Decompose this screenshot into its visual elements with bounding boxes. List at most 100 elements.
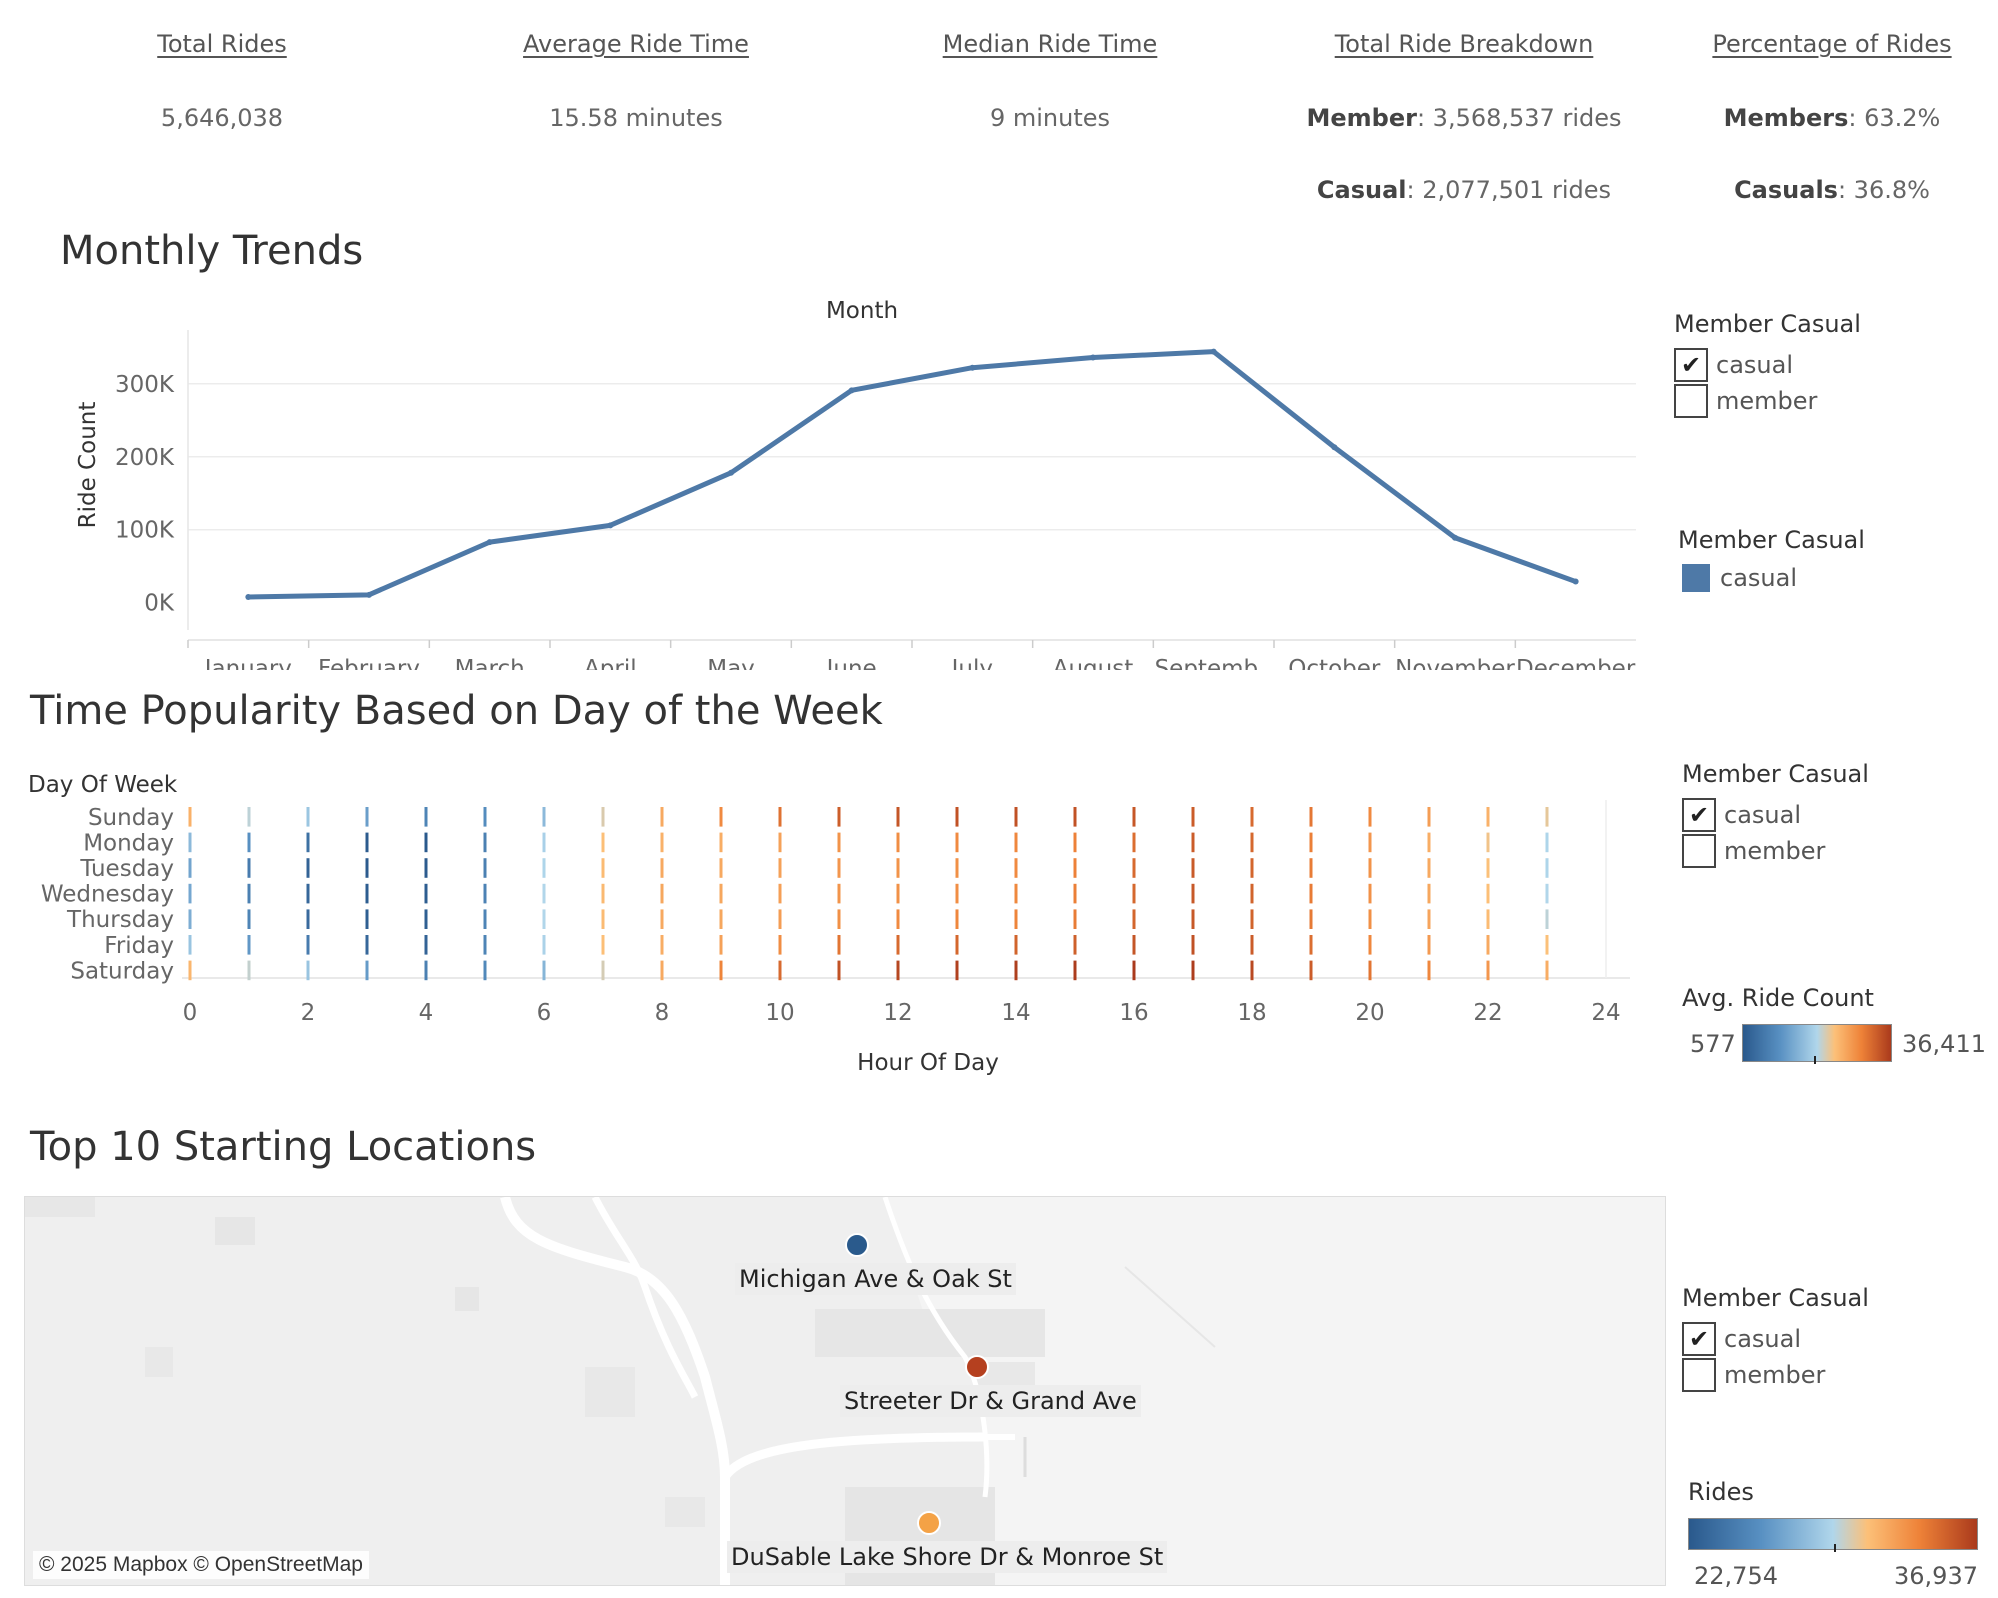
hour-mark[interactable] <box>778 883 782 904</box>
hour-mark[interactable] <box>188 960 192 981</box>
data-point[interactable] <box>848 387 855 394</box>
checkbox[interactable] <box>1682 1358 1716 1392</box>
hour-mark[interactable] <box>365 807 369 827</box>
hour-mark[interactable] <box>424 832 428 853</box>
hour-mark[interactable] <box>1427 909 1431 929</box>
filter-option-casual[interactable]: ✔ casual <box>1674 348 1793 382</box>
hour-mark[interactable] <box>1014 960 1018 981</box>
hour-mark[interactable] <box>1014 935 1018 955</box>
hour-mark[interactable] <box>1191 832 1195 853</box>
hour-mark[interactable] <box>896 807 900 827</box>
hour-mark[interactable] <box>1545 807 1549 827</box>
hour-mark[interactable] <box>1073 807 1077 827</box>
hour-mark[interactable] <box>306 858 310 878</box>
hour-mark[interactable] <box>247 807 251 827</box>
hour-mark[interactable] <box>778 935 782 955</box>
hour-mark[interactable] <box>483 807 487 827</box>
hour-mark[interactable] <box>660 807 664 827</box>
hour-mark[interactable] <box>1250 909 1254 929</box>
hour-mark[interactable] <box>424 935 428 955</box>
hour-mark[interactable] <box>1427 858 1431 878</box>
hour-mark[interactable] <box>483 832 487 853</box>
hour-mark[interactable] <box>1073 935 1077 955</box>
data-point[interactable] <box>486 539 493 546</box>
filter-option-casual[interactable]: ✔ casual <box>1682 798 1801 832</box>
hour-mark[interactable] <box>188 858 192 878</box>
hour-mark[interactable] <box>306 960 310 981</box>
hour-mark[interactable] <box>1191 858 1195 878</box>
hour-mark[interactable] <box>188 909 192 929</box>
hour-mark[interactable] <box>542 858 546 878</box>
hour-mark[interactable] <box>365 909 369 929</box>
hour-mark[interactable] <box>1368 909 1372 929</box>
hour-mark[interactable] <box>247 832 251 853</box>
hour-mark[interactable] <box>1073 960 1077 981</box>
hour-mark[interactable] <box>1368 883 1372 904</box>
map-attribution[interactable]: © 2025 Mapbox © OpenStreetMap <box>33 1551 369 1579</box>
hour-mark[interactable] <box>1014 832 1018 853</box>
checkbox[interactable] <box>1682 834 1716 868</box>
hour-mark[interactable] <box>1073 909 1077 929</box>
hour-mark[interactable] <box>188 832 192 853</box>
data-point[interactable] <box>1452 534 1458 541</box>
hour-mark[interactable] <box>188 883 192 904</box>
hour-mark[interactable] <box>306 807 310 827</box>
hour-mark[interactable] <box>778 909 782 929</box>
data-point[interactable] <box>245 594 252 601</box>
hour-mark[interactable] <box>896 883 900 904</box>
filter-option-member[interactable]: member <box>1682 1358 1825 1392</box>
hour-mark[interactable] <box>188 935 192 955</box>
hour-mark[interactable] <box>955 858 959 878</box>
data-point[interactable] <box>1331 444 1338 451</box>
hour-mark[interactable] <box>1309 807 1313 827</box>
hour-mark[interactable] <box>719 883 723 904</box>
hour-mark[interactable] <box>306 832 310 853</box>
location-marker[interactable] <box>917 1511 941 1535</box>
hour-mark[interactable] <box>424 909 428 929</box>
hour-mark[interactable] <box>483 909 487 929</box>
checkbox[interactable] <box>1674 384 1708 418</box>
hour-mark[interactable] <box>1191 909 1195 929</box>
hour-mark[interactable] <box>896 909 900 929</box>
hour-mark[interactable] <box>542 909 546 929</box>
hour-mark[interactable] <box>542 807 546 827</box>
hour-mark[interactable] <box>247 909 251 929</box>
hour-mark[interactable] <box>601 935 605 955</box>
hour-mark[interactable] <box>660 960 664 981</box>
hour-mark[interactable] <box>1250 807 1254 827</box>
hour-mark[interactable] <box>306 935 310 955</box>
hour-mark[interactable] <box>837 807 841 827</box>
hour-mark[interactable] <box>1427 832 1431 853</box>
hour-mark[interactable] <box>483 935 487 955</box>
hour-mark[interactable] <box>660 909 664 929</box>
hour-mark[interactable] <box>1427 883 1431 904</box>
hour-mark[interactable] <box>1486 807 1490 827</box>
hour-mark[interactable] <box>955 807 959 827</box>
hour-mark[interactable] <box>660 883 664 904</box>
hour-mark[interactable] <box>837 909 841 929</box>
data-point[interactable] <box>728 469 734 476</box>
hour-mark[interactable] <box>1309 832 1313 853</box>
hour-mark[interactable] <box>1014 858 1018 878</box>
hour-mark[interactable] <box>660 858 664 878</box>
hour-mark[interactable] <box>778 960 782 981</box>
hour-mark[interactable] <box>365 960 369 981</box>
data-point[interactable] <box>1210 348 1217 355</box>
hour-mark[interactable] <box>1427 935 1431 955</box>
hour-mark[interactable] <box>837 832 841 853</box>
hour-mark[interactable] <box>542 960 546 981</box>
location-marker[interactable] <box>965 1355 989 1379</box>
hour-mark[interactable] <box>1427 807 1431 827</box>
hour-mark[interactable] <box>660 935 664 955</box>
hour-mark[interactable] <box>1309 909 1313 929</box>
hour-mark[interactable] <box>188 807 192 827</box>
hour-mark[interactable] <box>1014 807 1018 827</box>
hour-mark[interactable] <box>247 935 251 955</box>
hour-mark[interactable] <box>247 858 251 878</box>
hour-mark[interactable] <box>1132 960 1136 981</box>
hour-mark[interactable] <box>306 883 310 904</box>
filter-option-casual[interactable]: ✔ casual <box>1682 1322 1801 1356</box>
hour-mark[interactable] <box>896 935 900 955</box>
hour-mark[interactable] <box>1191 883 1195 904</box>
starting-locations-map[interactable]: Michigan Ave & Oak St Streeter Dr & Grand… <box>24 1196 1666 1586</box>
